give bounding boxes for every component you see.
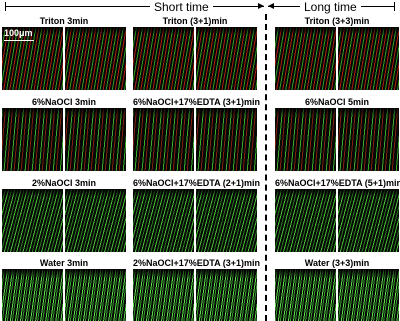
image: [2, 189, 63, 252]
panel-label: 6%NaOCl+17%EDTA (3+1)min: [133, 96, 261, 108]
panel-label: Triton (3+1)min: [133, 15, 257, 27]
image: [133, 189, 194, 252]
image: [275, 269, 336, 321]
arrow-line: [5, 6, 264, 7]
image: [196, 108, 257, 171]
long-time-label: Long time: [300, 0, 361, 14]
image: [133, 27, 194, 90]
image: [338, 189, 399, 252]
panel-label: 6%NaOCl+17%EDTA (5+1)min: [275, 177, 400, 189]
image: [65, 269, 126, 321]
image: [275, 108, 336, 171]
image: [65, 108, 126, 171]
arrow-head: [268, 3, 274, 9]
image: [2, 108, 63, 171]
image: [275, 189, 336, 252]
image: [338, 27, 399, 90]
image: [2, 269, 63, 321]
divider: [265, 14, 267, 321]
image: [133, 108, 194, 171]
image: [196, 269, 257, 321]
scale-label: 100μm: [4, 28, 33, 38]
arrow-end: [394, 2, 395, 11]
image: [196, 27, 257, 90]
panel-label: 2%NaOCl 3min: [2, 177, 126, 189]
image: [338, 269, 399, 321]
panel-label: 6%NaOCl 3min: [2, 96, 126, 108]
arrow-end: [5, 2, 6, 11]
image: [338, 108, 399, 171]
image: [2, 27, 63, 90]
panel-label: 6%NaOCl+17%EDTA (2+1)min: [133, 177, 261, 189]
image: [133, 269, 194, 321]
panel-label: 6%NaOCl 5min: [275, 96, 399, 108]
scale-bar: [4, 40, 34, 41]
panel-label: 2%NaOCl+17%EDTA (3+1)min: [133, 257, 261, 269]
panel-label: Triton (3+3)min: [275, 15, 399, 27]
image: [65, 27, 126, 90]
arrow-head: [258, 3, 264, 9]
panel-label: Water 3min: [2, 257, 126, 269]
image: [65, 189, 126, 252]
short-time-label: Short time: [150, 0, 213, 14]
image: [275, 27, 336, 90]
image: [196, 189, 257, 252]
panel-label: Water (3+3)min: [275, 257, 399, 269]
panel-label: Triton 3min: [2, 15, 126, 27]
